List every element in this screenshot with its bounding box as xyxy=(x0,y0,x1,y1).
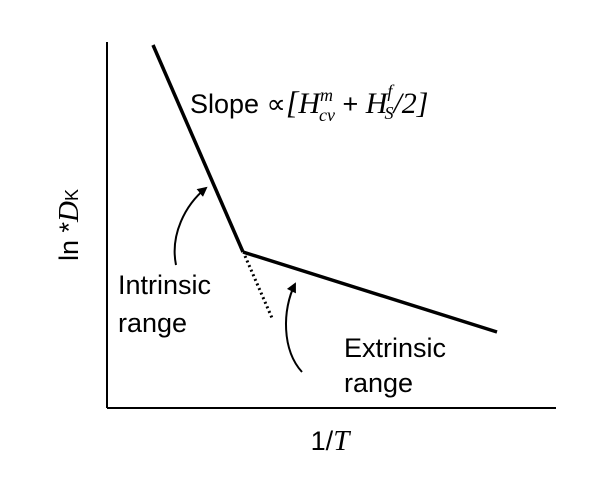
intrinsic-extension xyxy=(243,255,274,319)
intrinsic-line xyxy=(151,44,245,253)
extrinsic-label: Extrinsic xyxy=(344,333,446,363)
x-axis-label: 1/T xyxy=(311,425,352,457)
intrinsic-label: range xyxy=(118,308,187,338)
extrinsic-arrow xyxy=(285,282,303,373)
slope-label: Slope ∝[Hm cv + Hf S/2] xyxy=(190,81,428,125)
extrinsic-label: range xyxy=(344,368,413,398)
y-axis-label: ln *DK xyxy=(53,189,85,261)
extrinsic-line xyxy=(242,250,498,334)
intrinsic-label: Intrinsic xyxy=(118,270,211,300)
intrinsic-arrow xyxy=(173,186,208,266)
